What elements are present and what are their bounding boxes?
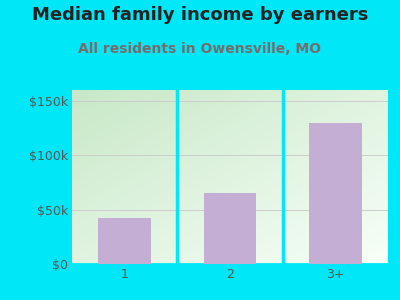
Bar xyxy=(309,123,362,264)
Text: All residents in Owensville, MO: All residents in Owensville, MO xyxy=(78,42,322,56)
Bar xyxy=(204,193,256,264)
Text: Median family income by earners: Median family income by earners xyxy=(32,6,368,24)
Bar xyxy=(98,218,151,264)
